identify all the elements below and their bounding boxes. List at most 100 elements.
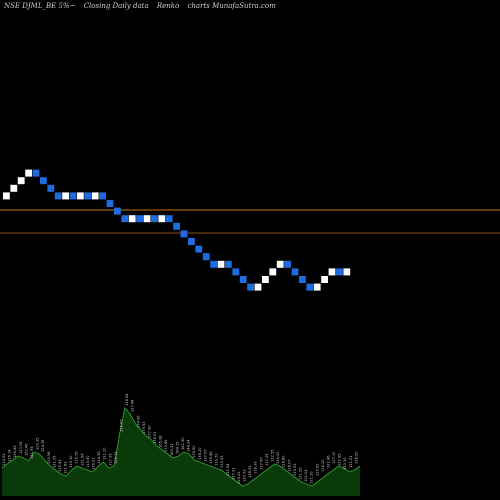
volume-label: 137.09	[203, 449, 207, 462]
volume-label: 116.14	[114, 451, 118, 464]
renko-brick	[91, 192, 99, 200]
renko-brick	[143, 215, 151, 223]
volume-label: 114.32	[2, 453, 6, 466]
volume-label: 177.90	[147, 425, 151, 438]
volume-label: 141.90	[181, 437, 185, 450]
volume-label: 176.91	[153, 431, 157, 444]
volume-label: 121.56	[80, 453, 84, 466]
chart-name-label: Renko	[156, 2, 180, 10]
renko-brick	[328, 268, 336, 276]
volume-label: 115.90	[86, 455, 90, 468]
volume-label: 124.35	[41, 439, 45, 452]
renko-brick	[165, 215, 173, 223]
volume-label: 116.91	[92, 457, 96, 470]
renko-brick	[158, 215, 166, 223]
volume-label: 124.20	[276, 451, 280, 464]
renko-brick	[54, 192, 62, 200]
volume-label: 164.15	[175, 441, 179, 454]
volume-label: 119.43	[58, 459, 62, 472]
volume-label: 120.58	[47, 451, 51, 464]
volume-label: 126.45	[13, 445, 17, 458]
volume-label: 123.35	[19, 441, 23, 454]
volume-label: 172.85	[164, 439, 168, 452]
volume-label: 121.95	[30, 446, 34, 459]
volume-label: 121.55	[338, 453, 342, 466]
volume-label: 127.44	[131, 399, 135, 412]
volume-label: 118.39	[254, 461, 258, 474]
renko-brick	[232, 268, 240, 276]
volume-label: 125.22	[237, 471, 241, 484]
volume-label: 127.21	[231, 467, 235, 480]
renko-brick	[173, 222, 180, 230]
renko-brick	[254, 283, 262, 291]
renko-brick	[343, 268, 351, 276]
renko-brick	[62, 192, 69, 200]
renko-brick	[136, 215, 143, 223]
volume-label: 135.46	[209, 451, 213, 464]
caption-label: Closing Daily data	[83, 2, 149, 10]
volume-label: 121.25	[299, 467, 303, 480]
volume-label: 116.80	[282, 455, 286, 468]
volume-label: 117.95	[259, 457, 263, 470]
volume-label: 121.10	[310, 471, 314, 484]
renko-brick	[313, 283, 321, 291]
volume-label: 133.43	[220, 455, 224, 468]
renko-brick	[10, 184, 18, 192]
renko-brick	[32, 169, 40, 177]
volume-line	[1, 407, 361, 487]
renko-brick	[210, 260, 217, 268]
volume-label: 120.59	[315, 463, 319, 476]
renko-brick	[306, 283, 314, 291]
renko-brick	[299, 276, 306, 283]
volume-label: 114.36	[97, 451, 101, 464]
renko-brick	[69, 192, 77, 200]
volume-label: 122.46	[24, 443, 28, 456]
renko-brick	[262, 276, 269, 283]
renko-brick	[47, 184, 55, 192]
renko-brick	[217, 260, 225, 268]
volume-label: 115.76	[75, 451, 79, 464]
volume-label: 131.54	[226, 463, 230, 476]
renko-brick	[188, 238, 195, 245]
chart-header: NSE DJML_BE 5%~ Closing Daily data Renko…	[4, 2, 282, 10]
volume-label: 122.46	[326, 455, 330, 468]
volume-label: 169.31	[170, 443, 174, 456]
volume-label: 144.24	[187, 439, 191, 452]
renko-brick	[195, 245, 203, 253]
renko-brick	[180, 230, 188, 238]
renko-brick	[121, 215, 129, 223]
volume-label: 122.04	[304, 469, 308, 482]
volume-label: 120.72	[243, 469, 247, 482]
volume-label: 128.20	[354, 451, 358, 464]
volume-label: 118.20	[321, 459, 325, 472]
renko-brick	[202, 253, 210, 261]
renko-brick	[151, 215, 158, 223]
renko-brick	[284, 260, 291, 268]
volume-label: 119.10	[69, 455, 73, 468]
volume-label: 135.90	[192, 445, 196, 458]
symbol-label: NSE DJML_BE 5%~	[4, 2, 76, 10]
site-label: charts MunafaSutra.com	[187, 2, 276, 10]
volume-label: 119.91	[293, 463, 297, 476]
volume-label: 138.20	[198, 447, 202, 460]
volume-label: 179.53	[142, 421, 146, 434]
volume-label: 116.54	[125, 393, 129, 406]
renko-brick	[3, 192, 10, 200]
renko-brick	[321, 276, 328, 283]
volume-label: 121.21	[349, 455, 353, 468]
volume-label: 121.05	[52, 455, 56, 468]
renko-brick	[269, 268, 277, 276]
volume-label: 117.25	[265, 453, 269, 466]
volume-area	[2, 408, 360, 496]
volume-label: 117.35	[108, 453, 112, 466]
volume-label: 165.38	[159, 435, 163, 448]
renko-brick	[99, 192, 106, 200]
renko-brick	[106, 200, 114, 207]
renko-brick	[77, 192, 84, 200]
volume-label: 174.96	[136, 415, 140, 428]
renko-brick	[40, 177, 47, 185]
renko-brick	[25, 169, 32, 177]
renko-brick	[128, 215, 136, 223]
volume-label: 118.07	[287, 459, 291, 472]
